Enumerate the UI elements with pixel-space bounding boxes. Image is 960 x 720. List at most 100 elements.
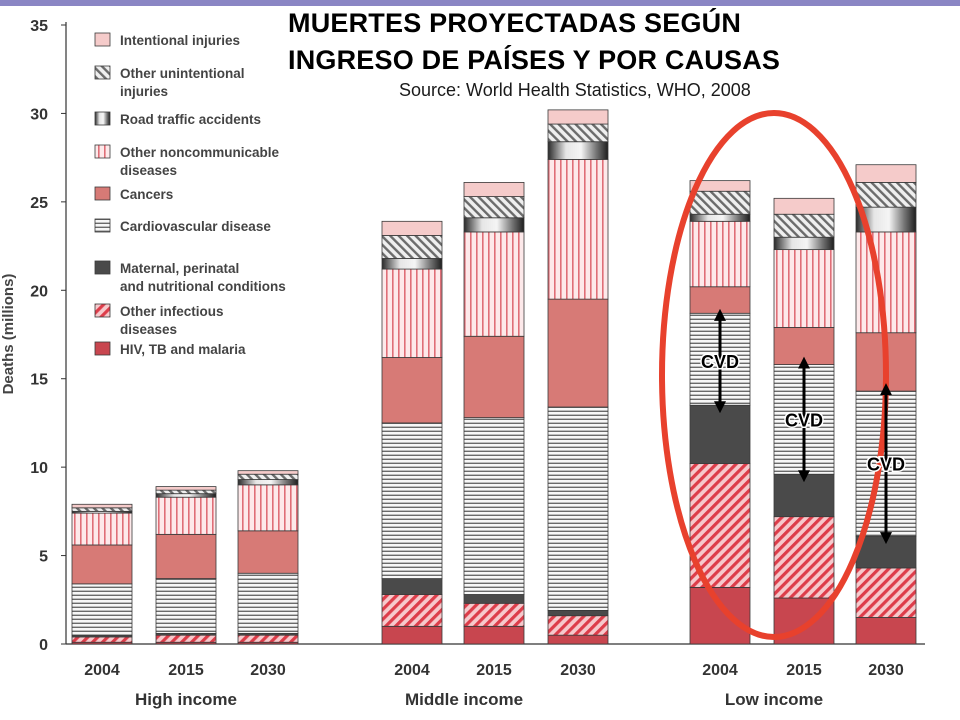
- bar-segment: [547, 406, 609, 611]
- bar-segment: [547, 615, 609, 636]
- y-tick-label: 0: [39, 637, 48, 654]
- legend-label: Maternal, perinatal and nutritional condi…: [120, 261, 286, 294]
- x-tick-label: 2004: [84, 662, 120, 679]
- bar-segment: [71, 512, 133, 546]
- bar-segment: [855, 164, 917, 183]
- group-label: High income: [135, 690, 237, 709]
- bar-segment: [855, 617, 917, 645]
- bar-segment: [547, 141, 609, 160]
- legend-label: Cancers: [120, 187, 173, 202]
- bar-segment: [463, 335, 525, 419]
- bar-segment: [381, 422, 443, 579]
- bar-segment: [463, 217, 525, 233]
- bar-segment: [155, 489, 217, 495]
- bar-segment: [381, 578, 443, 595]
- legend-label: Cardiovascular disease: [120, 219, 271, 234]
- bar-segment: [855, 567, 917, 618]
- top-accent-bar: [0, 0, 960, 6]
- bar-segment: [547, 109, 609, 125]
- x-tick-group: 2004 2015 2030 2004 2015 2030 2004 2015 2030 High…: [84, 662, 904, 709]
- bar-segment: [155, 493, 217, 498]
- bar-segment: [463, 625, 525, 645]
- bar-segment: [381, 594, 443, 627]
- bar-segment: [71, 583, 133, 636]
- x-tick-label: 2004: [394, 662, 430, 679]
- bar-segment: [689, 286, 751, 314]
- bar-segment: [773, 249, 835, 328]
- bar-segment: [689, 213, 751, 222]
- legend-label: Other infectious diseases: [120, 304, 224, 337]
- legend-swatch: [94, 303, 111, 318]
- y-tick-group: 0 5 10 15 20 25 30 35: [30, 18, 66, 654]
- legend-label: Other noncommunicable diseases: [120, 145, 280, 178]
- bar-segment: [381, 258, 443, 270]
- legend-swatch: [94, 111, 111, 126]
- bar-segment: [855, 535, 917, 569]
- bar-segment: [689, 404, 751, 465]
- bar-segment: [773, 516, 835, 599]
- cvd-label: CVD: [785, 410, 823, 430]
- bar-segment: [237, 479, 299, 486]
- bar-segment: [463, 417, 525, 595]
- bar-segment: [463, 196, 525, 219]
- x-tick-label: 2030: [560, 662, 596, 679]
- y-tick-label: 15: [30, 372, 48, 389]
- group-label: Middle income: [405, 690, 523, 709]
- bar-segment: [463, 182, 525, 197]
- bar-segment: [155, 486, 217, 491]
- bar-segment: [155, 533, 217, 579]
- y-tick-label: 30: [30, 106, 48, 123]
- bar-segment: [237, 530, 299, 574]
- bar-segment: [237, 473, 299, 480]
- y-axis-label: Deaths (millions): [0, 274, 17, 395]
- x-tick-label: 2015: [476, 662, 512, 679]
- bar-segment: [237, 470, 299, 475]
- bar-segment: [71, 503, 133, 509]
- cvd-label: CVD: [701, 352, 739, 372]
- x-tick-label: 2004: [702, 662, 738, 679]
- bars-group: [71, 109, 917, 645]
- bar-segment: [547, 159, 609, 300]
- title-line-1: MUERTES PROYECTADAS SEGÚN: [288, 8, 742, 38]
- bar-segment: [689, 220, 751, 288]
- y-tick-label: 5: [39, 549, 48, 566]
- legend-swatch: [94, 32, 111, 47]
- bar-segment: [547, 634, 609, 645]
- bar-segment: [237, 572, 299, 634]
- bar-segment: [773, 327, 835, 365]
- bar-segment: [381, 268, 443, 358]
- legend-swatch: [94, 65, 111, 80]
- legend-label: Road traffic accidents: [120, 112, 261, 127]
- bar-segment: [689, 190, 751, 215]
- bar-segment: [381, 220, 443, 236]
- bar-segment: [773, 197, 835, 215]
- annotations-group: CVD CVD CVD: [659, 110, 907, 640]
- legend-swatch: [94, 341, 111, 356]
- highlight-ellipse: [659, 110, 889, 640]
- bar-segment: [463, 602, 525, 627]
- bar-segment: [381, 357, 443, 424]
- bar-segment: [71, 636, 133, 643]
- legend-swatch: [94, 186, 111, 201]
- bar-segment: [689, 587, 751, 645]
- bar-segment: [547, 123, 609, 143]
- y-tick-label: 20: [30, 283, 48, 300]
- bar-segment: [463, 231, 525, 337]
- bar-segment: [773, 236, 835, 251]
- x-tick-label: 2030: [868, 662, 904, 679]
- bar-segment: [773, 213, 835, 238]
- legend-label: Intentional injuries: [120, 33, 240, 48]
- legend-label: Other unintentional injuries: [120, 66, 245, 99]
- y-tick-label: 10: [30, 460, 48, 477]
- bar-segment: [689, 180, 751, 192]
- legend-swatch: [94, 144, 111, 159]
- legend-swatch: [94, 218, 111, 233]
- bar-segment: [547, 298, 609, 408]
- legend-label: HIV, TB and malaria: [120, 342, 246, 357]
- source-note: Source: World Health Statistics, WHO, 20…: [399, 80, 751, 100]
- title-line-2: INGRESO DE PAÍSES Y POR CAUSAS: [288, 45, 781, 75]
- bar-segment: [773, 473, 835, 518]
- bar-segment: [237, 484, 299, 532]
- bar-segment: [381, 235, 443, 259]
